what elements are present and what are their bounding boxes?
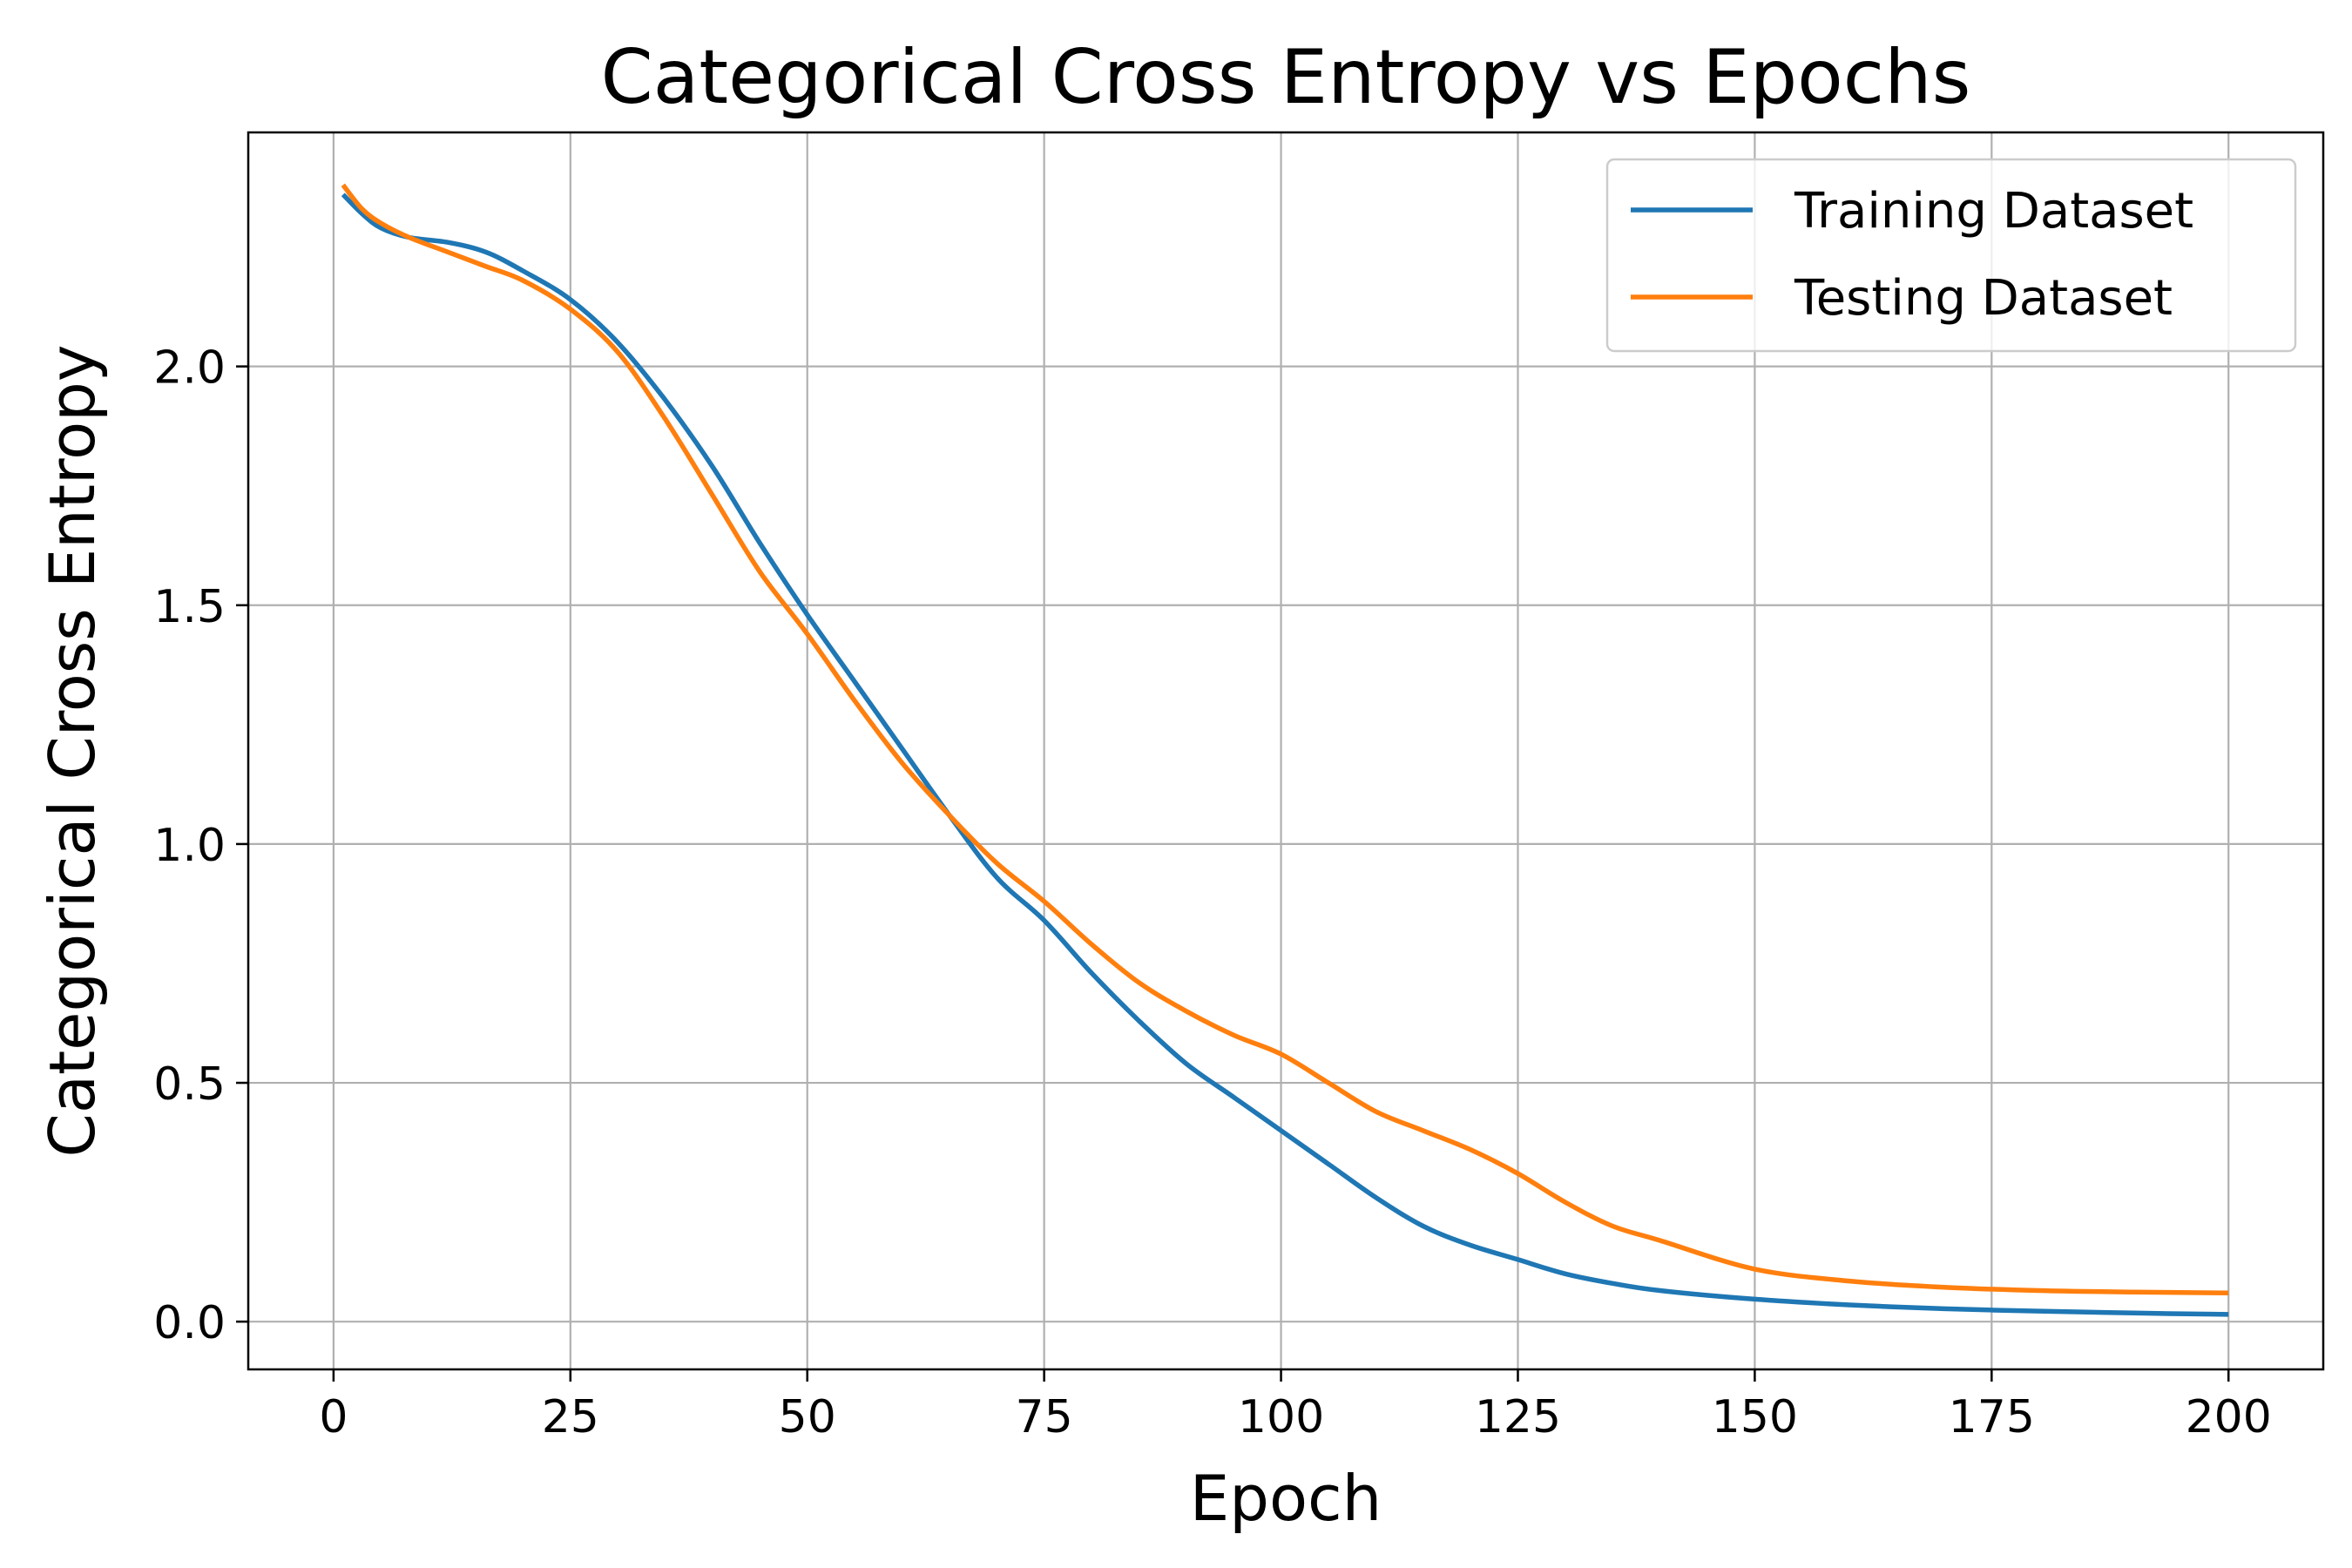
x-tick-label: 50 <box>779 1391 836 1443</box>
x-tick-label: 100 <box>1238 1391 1324 1443</box>
y-tick-label: 0.5 <box>153 1058 226 1111</box>
x-tick-label: 200 <box>2186 1391 2272 1443</box>
series-line-0 <box>341 193 2229 1317</box>
y-axis-title: Categorical Cross Entropy <box>36 345 109 1158</box>
series-lines <box>341 183 2229 1317</box>
axis-ticks: 0 25 50 75 100 125 150 175 200 0.0 0.5 1.0 1.5 2.0 <box>153 342 2272 1443</box>
x-tick-label: 175 <box>1949 1391 2035 1443</box>
legend-label-0: Training Dataset <box>1794 183 2193 240</box>
x-tick-label: 125 <box>1475 1391 1561 1443</box>
legend: Training Dataset Testing Dataset <box>1605 158 2297 353</box>
y-tick-label: 2.0 <box>153 342 226 395</box>
legend-label-1: Testing Dataset <box>1794 270 2173 327</box>
y-tick-label: 1.5 <box>153 581 226 633</box>
chart-title: Categorical Cross Entropy vs Epochs <box>601 34 1971 121</box>
x-axis-title: Epoch <box>1190 1462 1382 1535</box>
x-tick-label: 150 <box>1712 1391 1798 1443</box>
x-tick-label: 75 <box>1016 1391 1073 1443</box>
plot-frame <box>247 131 2325 1371</box>
x-tick-label: 25 <box>542 1391 599 1443</box>
legend-box <box>1605 158 2297 353</box>
y-tick-label: 0.0 <box>153 1297 226 1349</box>
y-tick-label: 1.0 <box>153 820 226 872</box>
series-line-1 <box>341 183 2229 1296</box>
x-tick-label: 0 <box>319 1391 348 1443</box>
